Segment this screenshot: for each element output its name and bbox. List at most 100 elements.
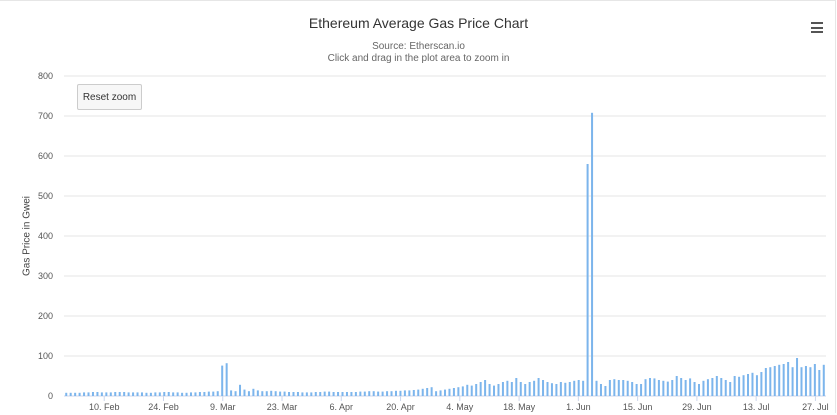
data-bar (622, 380, 625, 396)
data-bar (154, 392, 157, 396)
data-bar (345, 392, 348, 396)
data-bar (190, 392, 193, 396)
data-bar (648, 378, 651, 396)
data-bar (408, 390, 411, 396)
data-bar (132, 392, 135, 396)
data-bar (386, 391, 389, 396)
data-bar (439, 390, 442, 396)
data-bar (412, 390, 415, 396)
data-bar (689, 378, 692, 396)
data-bar (421, 388, 424, 396)
data-bar (403, 390, 406, 396)
x-tick-label: 4. May (446, 402, 474, 412)
hamburger-menu-icon[interactable] (811, 22, 823, 33)
data-bar (368, 391, 371, 396)
data-bar (163, 392, 166, 396)
data-bar (252, 388, 255, 396)
chart-title: Ethereum Average Gas Price Chart (308, 15, 529, 31)
data-bar (546, 382, 549, 396)
data-bar (484, 380, 487, 396)
data-bar (239, 384, 242, 396)
x-tick-label: 29. Jun (682, 402, 712, 412)
y-tick-label: 600 (38, 151, 53, 161)
data-bar (221, 365, 224, 396)
data-bar (635, 384, 638, 396)
data-bar (274, 391, 277, 396)
data-bar (363, 391, 366, 396)
reset-zoom-button[interactable]: Reset zoom (77, 84, 142, 110)
data-bar (702, 380, 705, 396)
data-bar (461, 386, 464, 396)
data-bar (662, 380, 665, 396)
data-bar (751, 372, 754, 396)
data-bar (804, 366, 807, 396)
data-bar (234, 391, 237, 396)
data-bar (292, 392, 295, 396)
data-bar (582, 380, 585, 396)
y-tick-label: 700 (38, 111, 53, 121)
data-bar (510, 382, 513, 396)
data-bar (684, 380, 687, 396)
data-bar (288, 392, 291, 396)
data-bar (181, 392, 184, 396)
data-bar (778, 364, 781, 396)
data-bar (283, 391, 286, 396)
data-bar (198, 392, 201, 396)
data-bar (185, 392, 188, 396)
data-bar (377, 391, 380, 396)
data-bar (608, 380, 611, 396)
data-bar (247, 391, 250, 396)
data-bar (715, 376, 718, 396)
data-bar (755, 375, 758, 396)
y-tick-label: 800 (38, 71, 53, 81)
data-bar (123, 392, 126, 396)
x-tick-label: 24. Feb (148, 402, 179, 412)
chart-subtitle: Source: Etherscan.io Click and drag in t… (0, 41, 837, 65)
data-bar (626, 380, 629, 396)
data-bar (524, 384, 527, 396)
x-tick-label: 15. Jun (623, 402, 653, 412)
data-bar (657, 380, 660, 396)
data-bar (742, 375, 745, 396)
data-bar (595, 380, 598, 396)
data-bar (599, 384, 602, 396)
data-bar (698, 384, 701, 396)
y-tick-label: 100 (38, 351, 53, 361)
data-bar (127, 392, 130, 396)
data-bar (644, 379, 647, 396)
data-bar (87, 392, 90, 396)
data-bar (158, 392, 161, 396)
data-bar (640, 384, 643, 396)
data-bar (519, 382, 522, 396)
chart-zoom-hint: Click and drag in the plot area to zoom … (327, 53, 510, 64)
data-bar (448, 388, 451, 396)
data-bar (435, 391, 438, 396)
data-bar (787, 362, 790, 396)
data-bar (265, 391, 268, 396)
data-bar (586, 164, 589, 396)
data-bar (390, 391, 393, 396)
data-bar (564, 382, 567, 396)
data-bar (747, 374, 750, 396)
y-tick-label: 200 (38, 311, 53, 321)
y-tick-label: 500 (38, 191, 53, 201)
data-bar (319, 392, 322, 396)
data-bar (296, 392, 299, 396)
data-bar (444, 389, 447, 396)
data-bar (176, 392, 179, 396)
data-bar (350, 392, 353, 396)
data-bar (114, 392, 117, 396)
data-bar (140, 392, 143, 396)
x-tick-label: 10. Feb (89, 402, 120, 412)
data-bar (537, 378, 540, 396)
data-bar (167, 392, 170, 396)
x-tick-label: 27. Jul (802, 402, 829, 412)
data-bar (666, 381, 669, 396)
data-bar (617, 380, 620, 396)
data-bar (488, 384, 491, 396)
data-bar (706, 379, 709, 396)
data-bar (711, 378, 714, 396)
data-bar (733, 376, 736, 396)
